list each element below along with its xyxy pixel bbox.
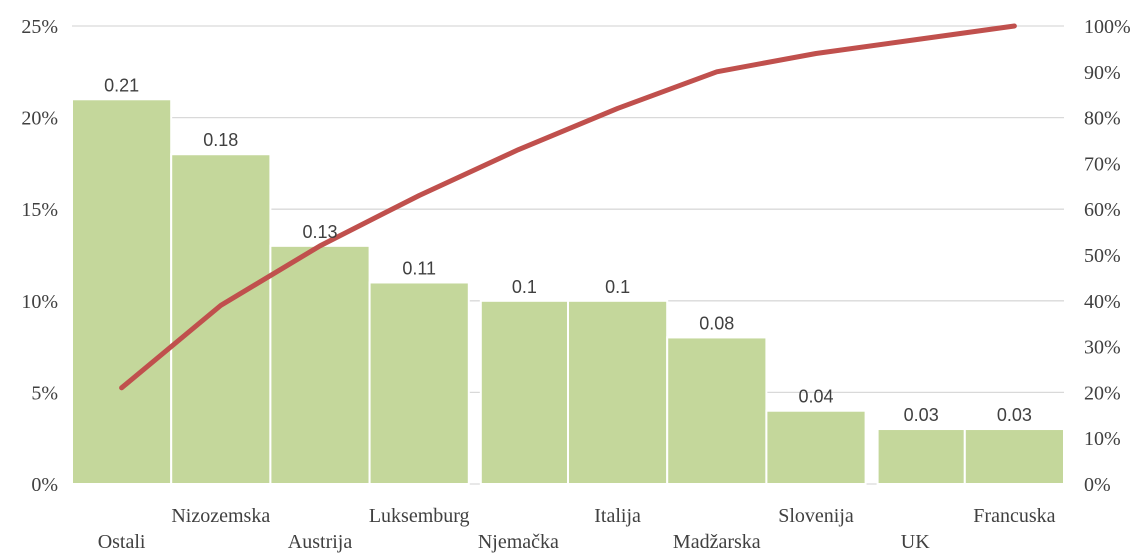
bar [765, 409, 867, 485]
bar [567, 299, 669, 485]
bar [269, 244, 371, 485]
data-label: 0.13 [302, 222, 337, 242]
bar [170, 153, 272, 486]
x-category-label: Austrija [288, 531, 353, 553]
y-tick-label: 20% [21, 108, 58, 130]
x-category-label: Nizozemska [171, 505, 270, 527]
y-tick-label: 0% [31, 474, 58, 496]
x-category-label: Luksemburg [369, 505, 470, 527]
bar [963, 428, 1065, 486]
y-tick-label: 15% [21, 199, 58, 221]
bar [876, 428, 966, 486]
data-labels: 0.21 0.18 0.13 0.11 0.1 0.1 0.08 0.04 0.03 0.03 [104, 75, 1032, 425]
y2-tick-label: 80% [1084, 108, 1121, 130]
x-category-label: Francuska [973, 505, 1055, 527]
data-label: 0.03 [997, 405, 1032, 425]
data-label: 0.1 [605, 277, 630, 297]
y2-tick-label: 30% [1084, 337, 1121, 359]
x-category-label: Madžarska [673, 531, 761, 553]
data-label: 0.08 [699, 313, 734, 333]
y2-tick-label: 90% [1084, 62, 1121, 84]
cumulative-line [119, 23, 1017, 391]
data-label: 0.04 [798, 387, 833, 407]
data-label: 0.18 [203, 130, 238, 150]
y2-tick-label: 20% [1084, 382, 1121, 404]
y2-tick-label: 100% [1084, 16, 1131, 38]
x-category-label: Slovenija [778, 505, 854, 527]
data-label: 0.21 [104, 75, 139, 95]
y2-tick-label: 60% [1084, 199, 1121, 221]
secondary-y-axis: 0% 10% 20% 30% 40% 50% 60% 70% 80% 90% 100% [1084, 16, 1131, 496]
y2-tick-label: 70% [1084, 153, 1121, 175]
y-tick-label: 25% [21, 16, 58, 38]
y2-tick-label: 40% [1084, 291, 1121, 313]
x-category-label: UK [901, 531, 930, 553]
bar [479, 299, 569, 485]
y2-tick-label: 0% [1084, 474, 1111, 496]
data-label: 0.11 [402, 258, 436, 278]
y2-tick-label: 50% [1084, 245, 1121, 267]
primary-y-axis: 0% 5% 10% 15% 20% 25% [21, 16, 58, 496]
y-tick-label: 10% [21, 291, 58, 313]
x-category-label: Italija [594, 505, 641, 527]
bar [71, 98, 173, 485]
bars [71, 98, 1065, 486]
x-category-label: Ostali [98, 531, 146, 553]
bar [368, 281, 470, 486]
bar [666, 336, 768, 485]
y-tick-label: 5% [31, 382, 58, 404]
x-category-label: Njemačka [478, 531, 559, 553]
y2-tick-label: 10% [1084, 428, 1121, 450]
data-label: 0.1 [512, 277, 537, 297]
x-axis: Ostali Nizozemska Austrija Luksemburg Njemač… [98, 505, 1056, 553]
cumulative-line-layer [119, 23, 1017, 391]
data-label: 0.03 [904, 405, 939, 425]
